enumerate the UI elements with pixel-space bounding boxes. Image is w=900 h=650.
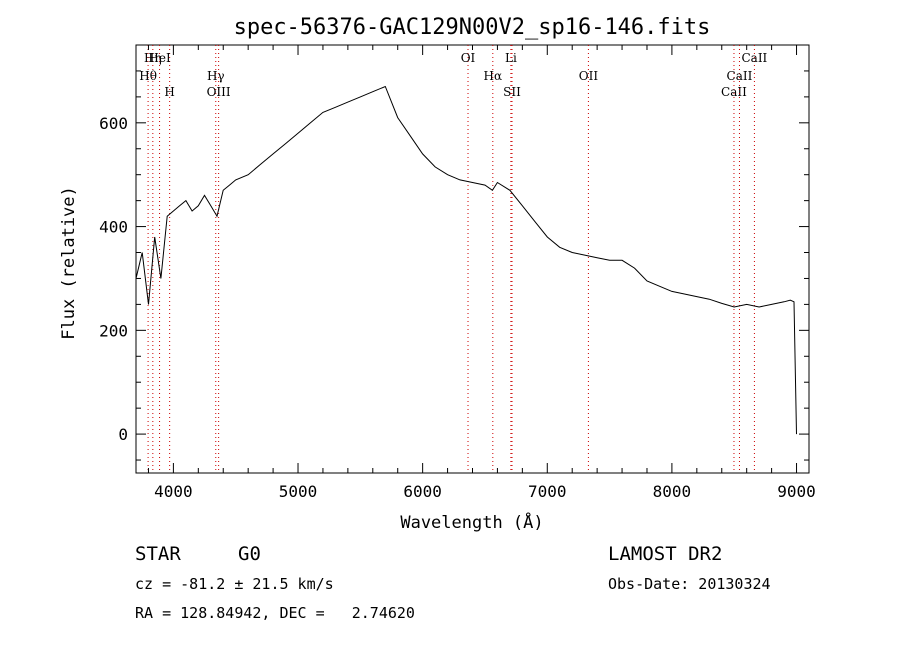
x-axis-label: Wavelength (Å) [400,511,543,533]
coordinates: RA = 128.84942, DEC = 2.74620 [135,604,415,622]
y-tick-label: 0 [118,425,128,444]
subclass: G0 [238,543,261,565]
x-tick-label: 4000 [154,482,193,501]
object-class: STAR [135,543,181,565]
chart-title: spec-56376-GAC129N00V2_sp16-146.fits [234,15,711,40]
x-tick-label: 8000 [653,482,692,501]
redshift-cz: cz = -81.2 ± 21.5 km/s [135,575,334,593]
line-marker-label: OI [461,51,476,65]
line-marker-label: Li [505,51,517,65]
y-tick-label: 200 [99,321,128,340]
line-marker-label: SII [503,85,521,99]
line-marker-label: Hγ [207,69,225,83]
line-marker-label: OIII [207,85,231,99]
line-marker-label: H [164,85,174,99]
axis-ticks: 4000 5000 6000 7000 8000 9000 0 200 400 600 [99,45,816,501]
y-tick-label: 600 [99,114,128,133]
x-tick-label: 9000 [777,482,816,501]
spectrum-line [135,85,797,435]
line-marker-label: HeI [148,51,171,65]
line-marker-label: OII [579,69,599,83]
line-marker-label: CaII [741,51,767,65]
x-tick-label: 6000 [403,482,442,501]
survey-name: LAMOST DR2 [608,543,723,565]
y-tick-label: 400 [99,218,128,237]
y-axis-label: Flux (relative) [59,186,79,340]
line-marker-label: CaII [721,85,747,99]
plot-frame [135,44,810,474]
obs-date: Obs-Date: 20130324 [608,575,771,593]
x-tick-label: 7000 [528,482,567,501]
x-tick-label: 5000 [279,482,318,501]
line-marker-label: Hθ [139,69,157,83]
line-marker-label: Hα [484,69,503,83]
line-marker-label: CaII [727,69,753,83]
